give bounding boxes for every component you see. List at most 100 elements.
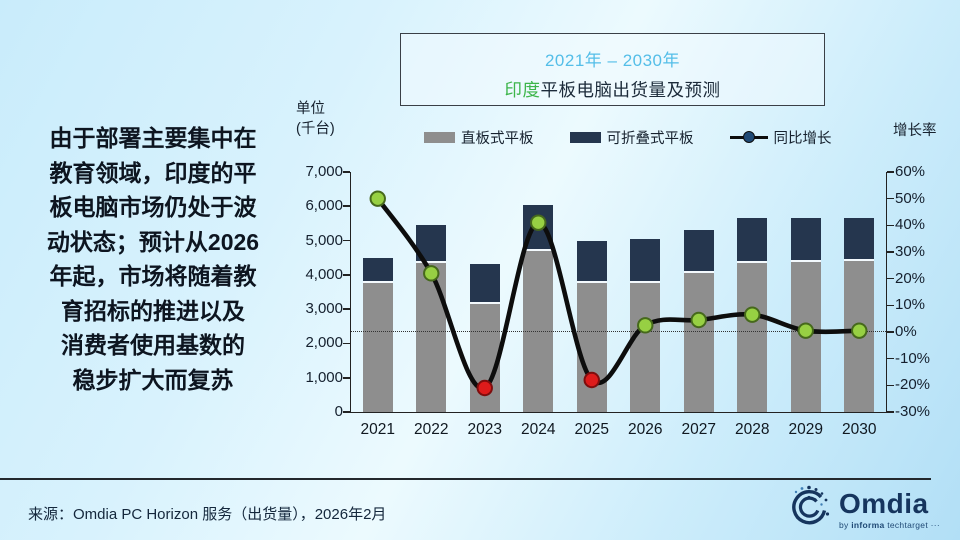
growth-data-point [530, 214, 547, 231]
x-axis-year-label: 2023 [467, 421, 502, 438]
commentary-line: 教育领域，印度的平 [49, 159, 257, 186]
legend-label: 同比增长 [773, 131, 832, 147]
y2-axis-tick [887, 384, 894, 387]
bar-segment-foldable-tablet [790, 217, 821, 262]
growth-data-point [851, 322, 868, 339]
commentary-line: 板电脑市场仍处于波 [49, 194, 257, 220]
y2-axis-tick-label: 0% [895, 323, 917, 340]
y2-axis-tick-label: 10% [895, 296, 926, 314]
legend: 直板式平板 可折叠式平板 同比增长 [424, 127, 832, 148]
commentary-line: 动状态；预计从2026 [46, 228, 260, 255]
y2-axis-tick-label: 50% [895, 189, 926, 207]
y2-axis-tick-label: 60% [895, 163, 926, 180]
legend-label: 可折叠式平板 [606, 131, 694, 147]
y2-axis-tick [887, 357, 894, 360]
y-axis-tick [343, 376, 350, 379]
growth-line [375, 196, 862, 391]
chart-title-box: 2021年 – 2030年 印度平板电脑出货量及预测 [400, 33, 825, 106]
y2-axis-tick-label: -10% [895, 349, 931, 367]
right-axis-unit-label: 增长率 [893, 123, 937, 139]
y-axis-tick [343, 239, 350, 242]
legend-label: 直板式平板 [461, 131, 534, 147]
y-axis-tick [343, 411, 350, 413]
bar-segment-straight-tablet [362, 283, 393, 412]
omdia-logo: Omdia by informa techtarget ··· [786, 483, 940, 536]
bar-segment-foldable-tablet [683, 230, 714, 274]
growth-line-layer [369, 190, 868, 397]
omdia-byline: by informa techtarget ··· [839, 519, 941, 530]
y2-axis-tick-label: 30% [895, 243, 926, 260]
title-year-range: 2021年 – 2030年 [544, 51, 681, 70]
y2-axis-tick [887, 277, 894, 280]
y-axis-tick-label: 3,000 [305, 300, 343, 318]
commentary-line: 由于部署主要集中在 [49, 125, 257, 151]
x-axis-year-label: 2026 [628, 421, 663, 438]
x-axis-year-label: 2029 [788, 421, 823, 438]
bar-segment-straight-tablet [416, 262, 447, 412]
commentary-line: 消费者使用基数的 [61, 332, 245, 358]
commentary-text: 由于部署主要集中在 教育领域，印度的平 板电脑市场仍处于波 动状态；预计从2026 年起… [10, 121, 296, 397]
zero-growth-gridline [351, 331, 886, 333]
bar-segment-foldable-tablet [737, 218, 768, 263]
y-axis-tick-label: 7,000 [305, 163, 343, 180]
bar-segment-straight-tablet [737, 262, 768, 412]
y-axis-tick [343, 274, 350, 276]
growth-data-point [797, 322, 814, 339]
y2-axis-tick [887, 331, 894, 333]
source-text: 来源：Omdia PC Horizon 服务（出货量），2026年2月 [28, 506, 387, 523]
y2-axis-tick [887, 411, 894, 413]
title-rest: 平板电脑出货量及预测 [540, 80, 721, 100]
plot-area: 7,000 6,000 5,000 4,000 3,000 2,000 1,000 0 60% 5… [305, 163, 930, 438]
y2-axis-tick [887, 171, 894, 173]
bar-segment-foldable-tablet [630, 238, 661, 283]
commentary-line: 稳步扩大而复苏 [72, 366, 234, 393]
y2-axis-tick-label: 20% [895, 269, 926, 287]
x-axis-year-label: 2022 [414, 421, 449, 438]
y-axis-tick-label: 1,000 [305, 368, 343, 386]
legend-item: 直板式平板 [424, 127, 534, 148]
y-axis-tick-label: 0 [334, 403, 343, 420]
omdia-logo-icon [786, 483, 832, 536]
growth-data-point [637, 317, 654, 334]
growth-data-point [423, 265, 440, 282]
x-axis-year-label: 2028 [735, 421, 770, 438]
legend-line-marker [729, 131, 768, 144]
x-axis-year-label: 2030 [842, 421, 877, 438]
growth-data-point [690, 311, 707, 329]
bar-segment-straight-tablet [683, 273, 714, 412]
x-axis-year-label: 2025 [574, 421, 609, 438]
x-axis-year-label: 2027 [681, 421, 716, 438]
bar-segment-foldable-tablet [844, 217, 875, 262]
legend-swatch [424, 132, 455, 143]
footer-divider [0, 478, 931, 480]
growth-data-point [476, 379, 493, 397]
y-axis-tick-label: 2,000 [305, 334, 343, 352]
legend-swatch [569, 132, 601, 143]
title-main: 印度平板电脑出货量及预测 [401, 77, 824, 102]
legend-item: 可折叠式平板 [569, 127, 694, 148]
commentary-line: 年起，市场将随着教 [49, 263, 257, 289]
y-axis-tick [343, 171, 350, 173]
y-axis-tick-label: 6,000 [305, 197, 343, 215]
y2-axis-tick-label: -20% [895, 376, 931, 394]
y-axis-tick [343, 342, 350, 345]
y2-axis-tick [887, 251, 894, 253]
y-axis-tick [343, 205, 350, 208]
bar-segment-foldable-tablet [469, 263, 500, 304]
y-axis-tick-label: 4,000 [305, 265, 343, 283]
growth-data-point [744, 306, 761, 323]
legend-item: 同比增长 [729, 127, 832, 148]
growth-data-point [583, 371, 600, 389]
x-axis-year-label: 2024 [521, 421, 556, 438]
y-axis-tick [343, 308, 350, 310]
left-axis-unit-label: 单位 (千台) [296, 101, 335, 137]
y2-axis-tick-label: -30% [895, 403, 931, 420]
title-country: 印度 [504, 80, 541, 100]
y2-axis-tick [887, 304, 894, 307]
x-axis-year-label: 2021 [360, 421, 395, 438]
bar-segment-straight-tablet [576, 283, 607, 412]
bar-segment-straight-tablet [630, 282, 661, 412]
y2-axis-tick-label: 40% [895, 216, 926, 234]
commentary-line: 育招标的推进以及 [61, 297, 245, 324]
